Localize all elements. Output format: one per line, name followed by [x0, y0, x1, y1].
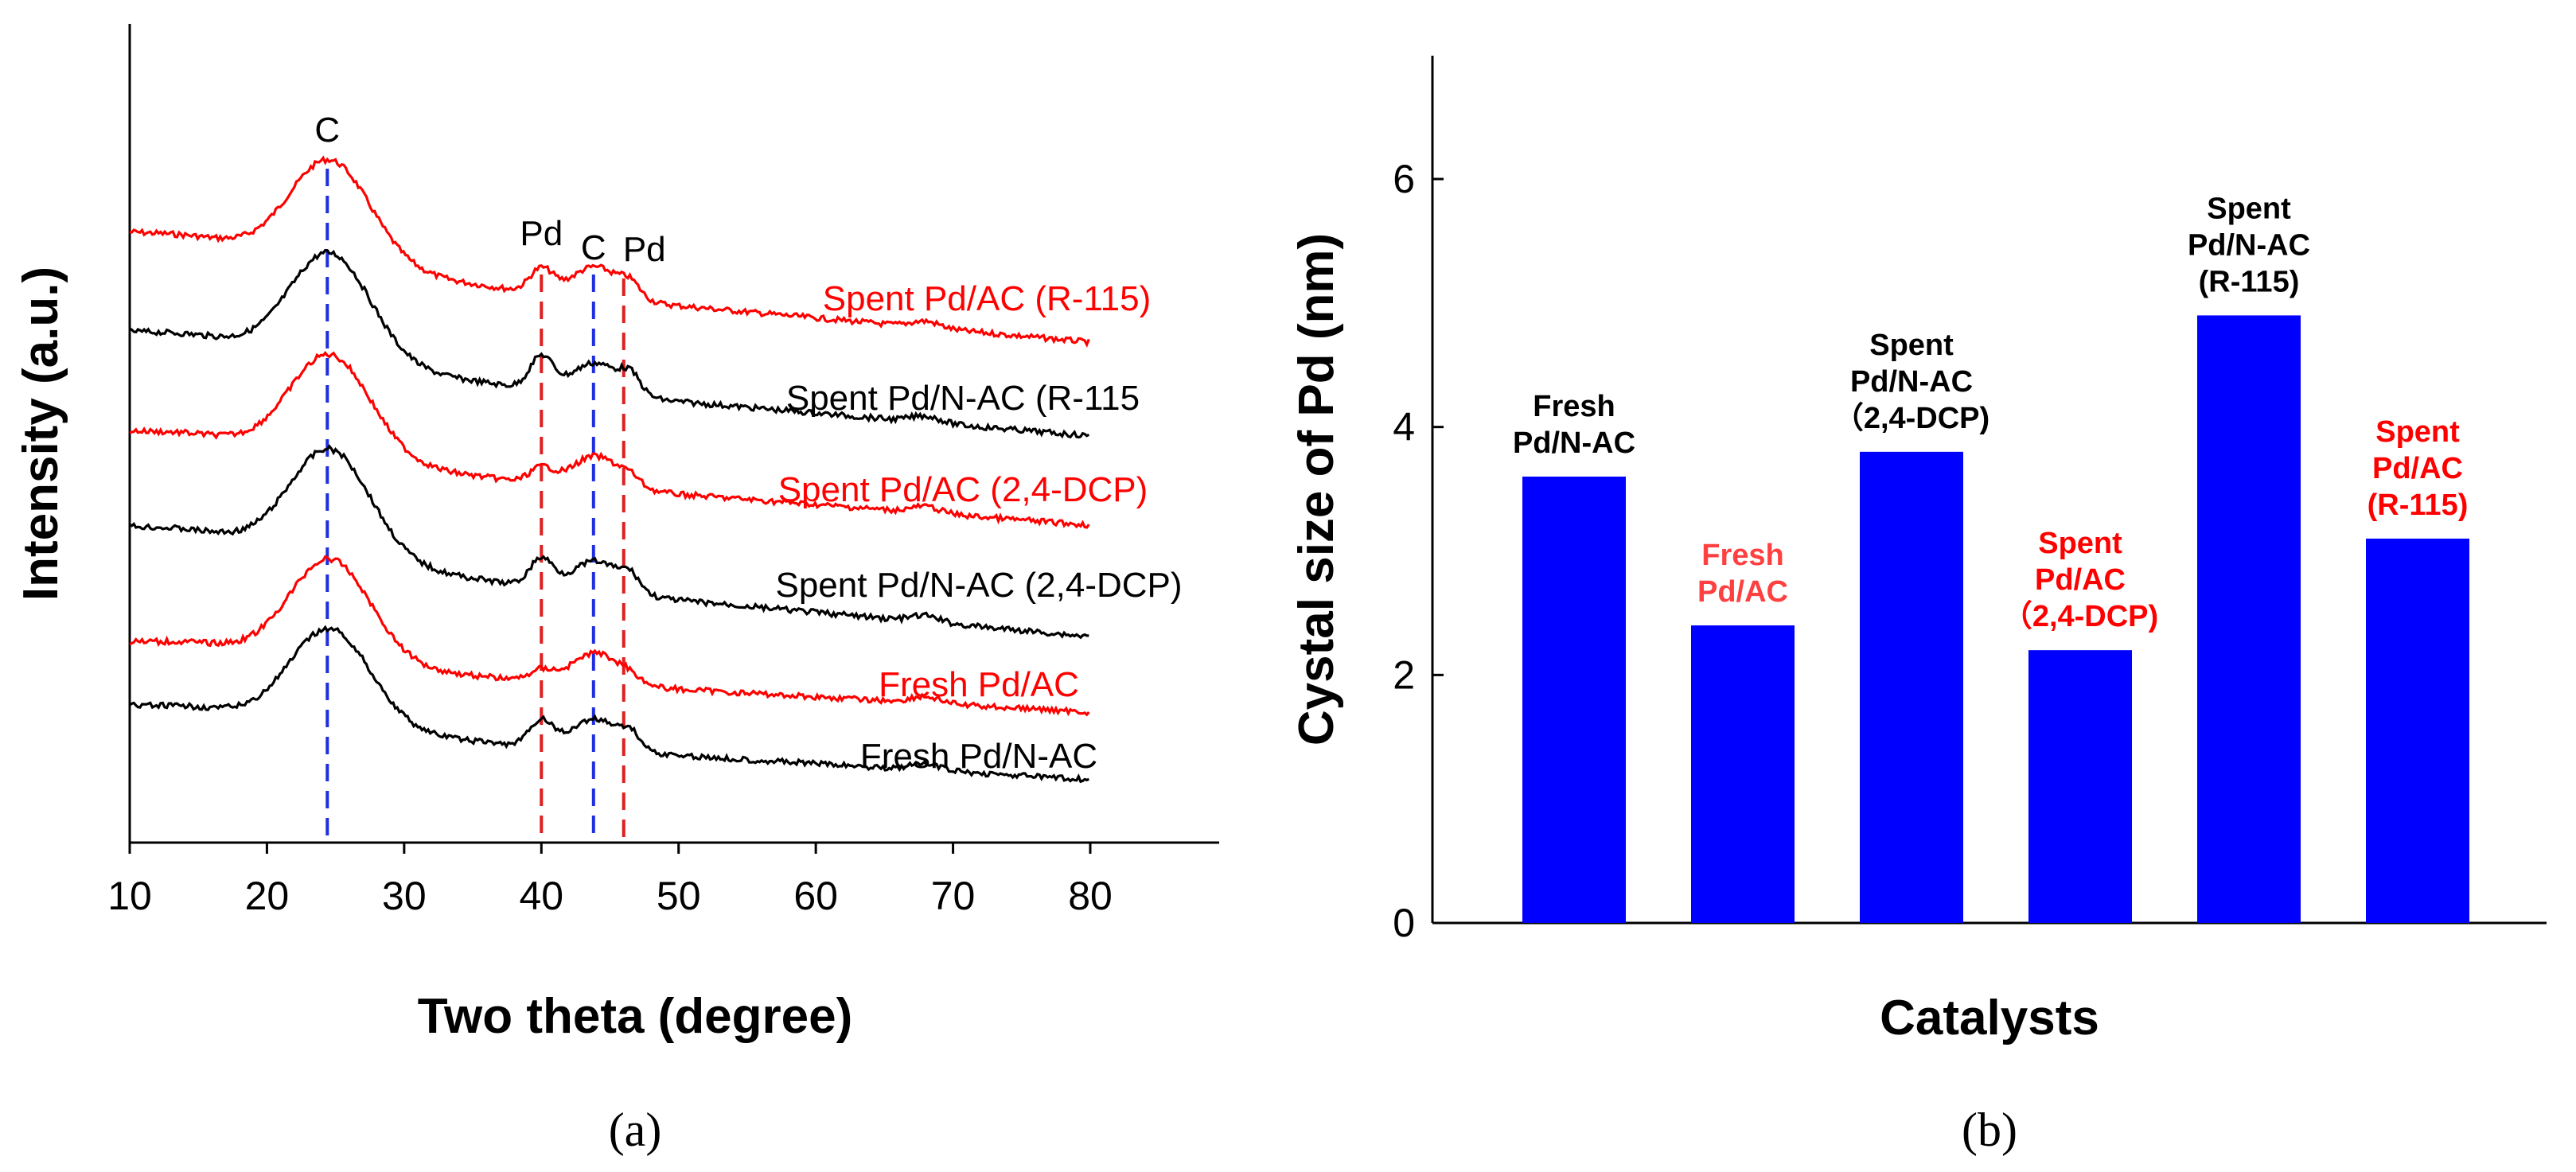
bar-y-tick-label: 4 — [1393, 405, 1415, 450]
bar — [1522, 477, 1626, 923]
bar-data-label-line: Spent — [2207, 192, 2291, 225]
bar-y-tick-label: 0 — [1393, 901, 1415, 945]
bar-data-label-line: (R-115) — [2199, 265, 2300, 298]
bar-x-axis-title: Catalysts — [1880, 991, 2099, 1045]
xrd-x-tick-label: 30 — [382, 874, 427, 918]
bar-y-tick-label: 2 — [1393, 652, 1415, 697]
xrd-trace-label: Spent Pd/AC (R-115) — [823, 279, 1151, 318]
bar-data-label-line: （2,4-DCP) — [1834, 402, 1989, 435]
bar — [2366, 538, 2469, 923]
panel-b-label: (b) — [1962, 1104, 2017, 1156]
bar-data-label: Spent Pd/N-AC (R-115) — [2188, 192, 2310, 298]
bar — [1860, 451, 1963, 923]
xrd-peak-marker-label: C — [314, 111, 340, 150]
xrd-x-tick-label: 50 — [657, 874, 701, 918]
bar-data-label: Spent Pd/N-AC （2,4-DCP) — [1834, 329, 1989, 435]
xrd-trace — [129, 248, 1090, 439]
xrd-trace-label: Fresh Pd/AC — [879, 665, 1079, 704]
bar-y-ticks: 0 2 4 6 — [1393, 157, 1444, 945]
bar-data-label-line: (R-115) — [2368, 489, 2469, 522]
xrd-peak-marker-label: C — [581, 228, 606, 267]
bar-data-label-line: Pd/AC — [2372, 452, 2463, 485]
bar — [1691, 625, 1795, 923]
xrd-x-tick-label: 60 — [793, 874, 838, 918]
bar-data-label: Fresh Pd/AC — [1697, 539, 1788, 609]
xrd-trace-label: Fresh Pd/N-AC — [860, 737, 1097, 776]
xrd-peak-marker-label: Pd — [520, 214, 563, 253]
xrd-trace — [129, 444, 1089, 640]
bar-data-label: Spent Pd/AC （2,4-DCP) — [2002, 527, 2158, 633]
xrd-x-tick-label: 10 — [107, 874, 152, 918]
xrd-trace — [129, 155, 1090, 348]
bar-data-label-line: Pd/AC — [1697, 575, 1788, 609]
bar-data-label-line: Pd/N-AC — [2188, 228, 2310, 262]
xrd-trace-label: Spent Pd/N-AC (R-115 — [786, 379, 1140, 418]
xrd-trace — [129, 625, 1089, 784]
panel-a-label: (a) — [609, 1104, 662, 1156]
bar-data-label: Fresh Pd/N-AC — [1513, 390, 1635, 460]
xrd-x-tick-label: 70 — [931, 874, 976, 918]
bar-data-label-line: Spent — [1869, 329, 1954, 362]
bar-y-axis-title: Cystal size of Pd (nm) — [1289, 233, 1344, 746]
xrd-trace — [129, 555, 1090, 717]
bar-data-label-line: Spent — [2375, 415, 2460, 449]
bar — [2197, 315, 2301, 924]
xrd-trace-label: Spent Pd/N-AC (2,4-DCP) — [775, 566, 1182, 605]
bar-data-label-line: Pd/N-AC — [1850, 365, 1973, 399]
bar-y-tick-label: 6 — [1393, 157, 1415, 201]
xrd-x-ticks: 10 20 30 40 50 60 70 80 — [107, 843, 1113, 918]
bar-data-label-line: Pd/AC — [2035, 563, 2126, 597]
xrd-trace — [129, 350, 1090, 529]
bar-data-label: Spent Pd/AC (R-115) — [2368, 415, 2469, 522]
bar-data-label-line: Spent — [2038, 527, 2122, 560]
bar-data-label-line: （2,4-DCP) — [2002, 600, 2158, 633]
xrd-x-tick-label: 20 — [245, 874, 290, 918]
bar — [2028, 650, 2132, 923]
xrd-x-tick-label: 80 — [1068, 874, 1113, 918]
xrd-peak-marker-label: Pd — [623, 230, 666, 269]
xrd-y-axis-title: Intensity (a.u.) — [14, 267, 68, 601]
bar-data-label-line: Fresh — [1533, 390, 1615, 423]
xrd-panel: 10 20 30 40 50 60 70 80 C Pd C Pd Spent Pd/AC (R-1… — [14, 24, 1219, 1156]
xrd-x-tick-label: 40 — [519, 874, 563, 918]
bar-data-label-line: Pd/N-AC — [1513, 426, 1635, 460]
xrd-trace-label: Spent Pd/AC (2,4-DCP) — [778, 470, 1148, 509]
xrd-x-axis-title: Two theta (degree) — [418, 989, 853, 1044]
xrd-series: Spent Pd/AC (R-115) Spent Pd/N-AC (R-115 S… — [129, 155, 1183, 784]
bar-data-label-line: Fresh — [1701, 539, 1783, 572]
